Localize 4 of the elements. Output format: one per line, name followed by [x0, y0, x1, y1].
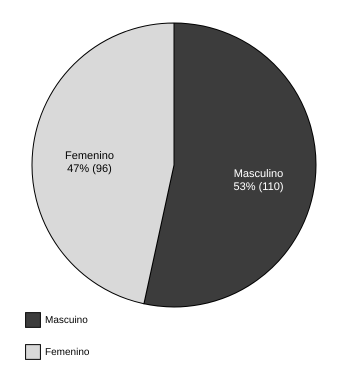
data-label: Femenino 47% (96) [65, 150, 114, 175]
legend-label: Mascuino [45, 315, 88, 326]
legend-label: Femenino [45, 347, 90, 358]
data-label: Masculino 53% (110) [234, 168, 284, 194]
